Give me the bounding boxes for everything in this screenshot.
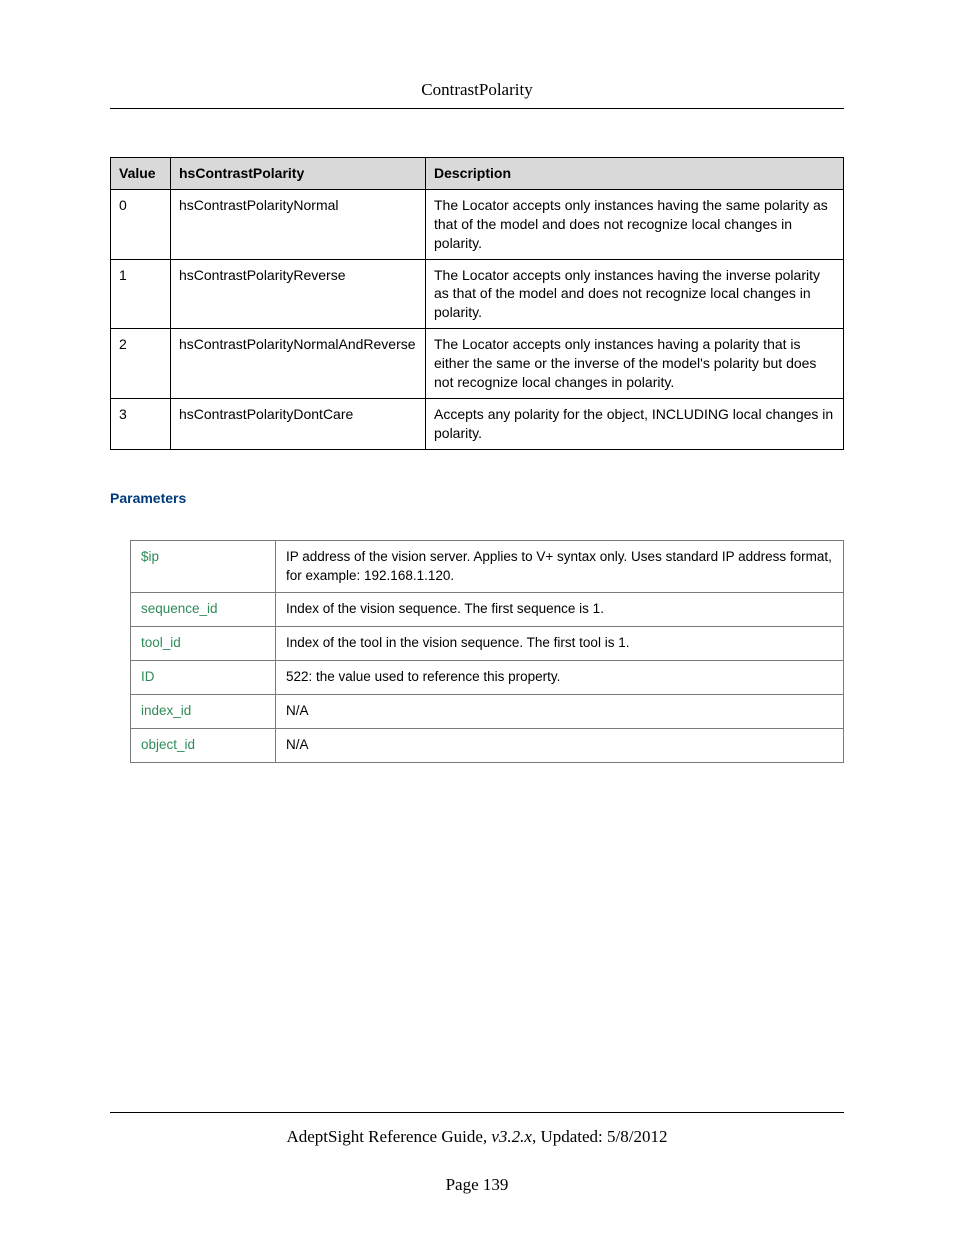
param-desc: N/A [276,695,844,729]
footer-doc-title: AdeptSight Reference Guide [286,1127,482,1146]
cell-value: 2 [111,329,171,399]
cell-name: hsContrastPolarityReverse [171,259,426,329]
table-row: object_id N/A [131,729,844,763]
table-row: index_id N/A [131,695,844,729]
table-row: 0 hsContrastPolarityNormal The Locator a… [111,189,844,259]
table-row: 2 hsContrastPolarityNormalAndReverse The… [111,329,844,399]
param-desc: 522: the value used to reference this pr… [276,661,844,695]
cell-desc: The Locator accepts only instances havin… [426,259,844,329]
col-header-value: Value [111,158,171,190]
col-header-desc: Description [426,158,844,190]
param-label: index_id [131,695,276,729]
cell-name: hsContrastPolarityNormal [171,189,426,259]
parameters-heading: Parameters [110,490,844,506]
param-desc: Index of the vision sequence. The first … [276,593,844,627]
cell-value: 0 [111,189,171,259]
enum-table: Value hsContrastPolarity Description 0 h… [110,157,844,450]
footer-updated: 5/8/2012 [607,1127,667,1146]
cell-value: 1 [111,259,171,329]
page-number: Page 139 [110,1175,844,1195]
table-header-row: Value hsContrastPolarity Description [111,158,844,190]
parameters-table: $ip IP address of the vision server. App… [130,540,844,763]
col-header-name: hsContrastPolarity [171,158,426,190]
cell-desc: The Locator accepts only instances havin… [426,189,844,259]
param-desc: Index of the tool in the vision sequence… [276,627,844,661]
param-desc: IP address of the vision server. Applies… [276,540,844,593]
param-label: ID [131,661,276,695]
cell-value: 3 [111,398,171,449]
table-row: tool_id Index of the tool in the vision … [131,627,844,661]
cell-desc: The Locator accepts only instances havin… [426,329,844,399]
footer-sep2: , Updated: [532,1127,607,1146]
table-row: sequence_id Index of the vision sequence… [131,593,844,627]
cell-name: hsContrastPolarityNormalAndReverse [171,329,426,399]
cell-desc: Accepts any polarity for the object, INC… [426,398,844,449]
footer-version: v3.2.x [491,1127,532,1146]
param-label: $ip [131,540,276,593]
table-row: ID 522: the value used to reference this… [131,661,844,695]
page-footer: AdeptSight Reference Guide, v3.2.x, Upda… [110,1112,844,1195]
page-title: ContrastPolarity [421,80,532,99]
footer-line: AdeptSight Reference Guide, v3.2.x, Upda… [110,1127,844,1147]
param-desc: N/A [276,729,844,763]
table-row: $ip IP address of the vision server. App… [131,540,844,593]
cell-name: hsContrastPolarityDontCare [171,398,426,449]
table-row: 1 hsContrastPolarityReverse The Locator … [111,259,844,329]
param-label: object_id [131,729,276,763]
page-header: ContrastPolarity [110,80,844,109]
footer-rule [110,1112,844,1113]
param-label: sequence_id [131,593,276,627]
param-label: tool_id [131,627,276,661]
table-row: 3 hsContrastPolarityDontCare Accepts any… [111,398,844,449]
